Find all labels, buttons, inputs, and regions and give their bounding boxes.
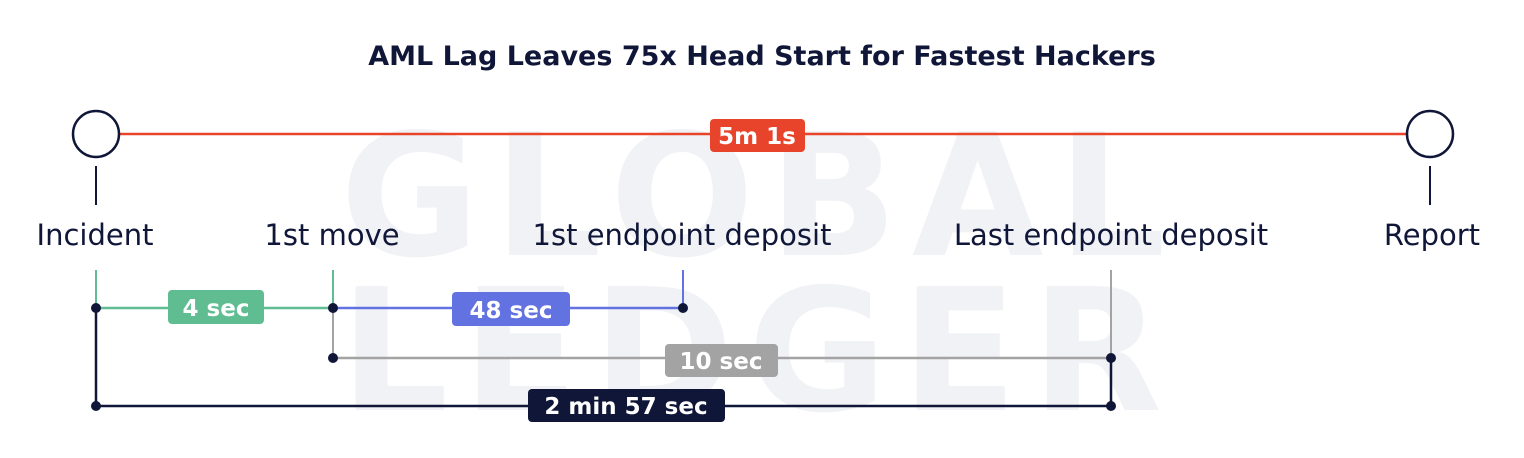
diagram-title: AML Lag Leaves 75x Head Start for Fastes… [368,41,1156,72]
interval-48sec-badge [452,292,570,326]
interval-10sec-badge [665,344,778,377]
event-label-report: Report [1384,218,1480,252]
junction-dot [678,303,688,313]
junction-dot [1106,353,1116,363]
event-label-first-move: 1st move [264,218,399,252]
interval-4sec-badge [168,290,264,324]
incident-node [71,109,121,159]
interval-2min57-badge [528,389,725,422]
event-label-first-endpoint-deposit: 1st endpoint deposit [533,218,832,252]
junction-dots [91,303,1116,411]
total-badge [710,119,805,152]
report-node [1405,109,1455,159]
junction-dot [328,353,338,363]
total-badge-label: 5m 1s [718,124,796,150]
event-label-last-endpoint-deposit: Last endpoint deposit [954,218,1268,252]
junction-dot [1106,401,1116,411]
interval-2min57-label: 2 min 57 sec [544,394,707,420]
junction-dot [328,303,338,313]
junction-dot [91,401,101,411]
junction-dot [91,303,101,313]
interval-48sec-label: 48 sec [470,298,553,324]
event-label-incident: Incident [37,218,154,252]
interval-10sec-label: 10 sec [680,349,763,375]
interval-4sec-label: 4 sec [183,296,250,322]
